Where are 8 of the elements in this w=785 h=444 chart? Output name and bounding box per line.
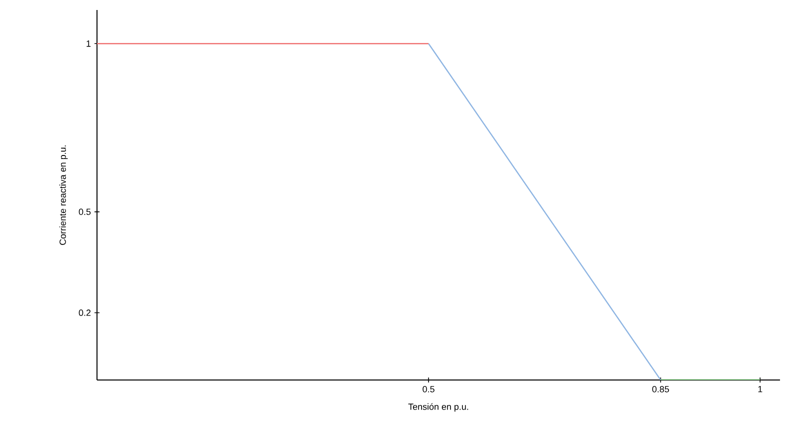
x-tick-label: 1 [758,386,762,392]
y-axis-title: Corriente reactiva en p.u. [59,146,68,245]
y-tick-label: 0.5 [78,208,91,215]
y-tick-label: 0.2 [78,310,91,316]
y-tick-label: 1 [86,40,91,47]
x-tick-label: 0.85 [652,386,669,392]
x-axis-title: Tensión en p.u. [408,403,468,412]
x-tick-label: 0.5 [422,386,434,392]
